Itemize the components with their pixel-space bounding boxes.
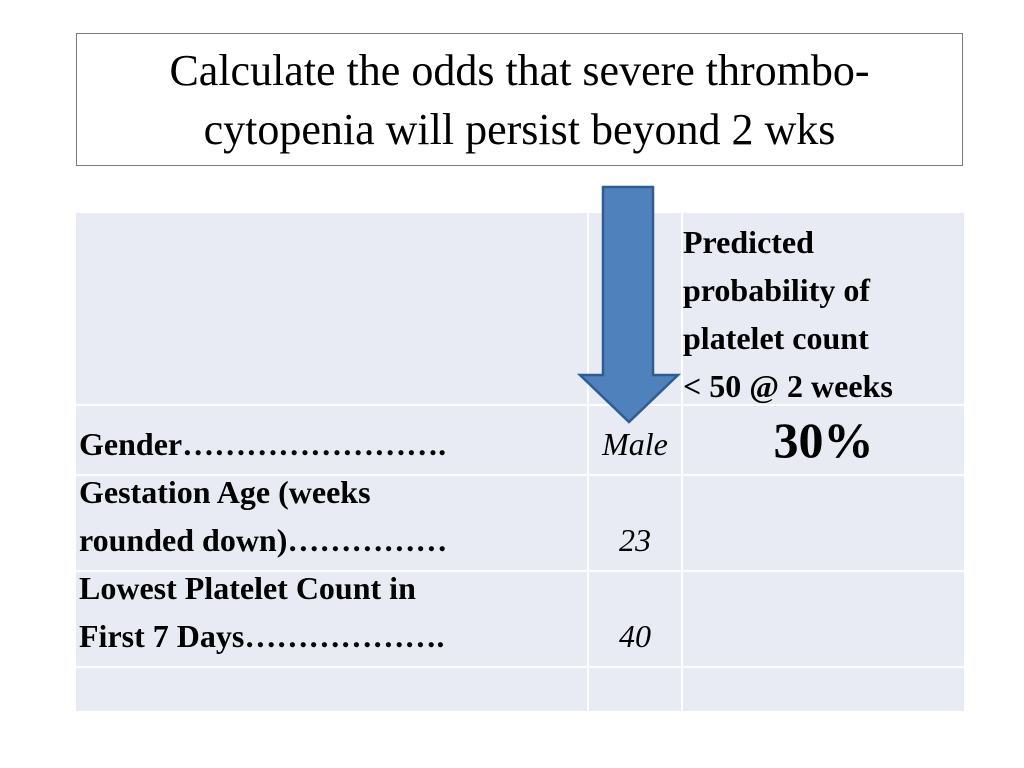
calculator-table: Predicted probability of platelet count … bbox=[76, 213, 964, 711]
gestation-age-label-line-1: Gestation Age (weeks bbox=[79, 474, 371, 510]
lowest-platelet-count-label-line-2: First 7 Days………………. bbox=[79, 618, 445, 654]
header-line-2: probability of bbox=[683, 272, 870, 308]
lowest-platelet-count-label: Lowest Platelet Count in First 7 Days………… bbox=[79, 564, 444, 660]
predicted-probability-value: 30% bbox=[773, 412, 874, 468]
table-empty-cell bbox=[589, 668, 681, 711]
title-line-1: Calculate the odds that severe thrombo- bbox=[169, 45, 870, 95]
table-empty-cell bbox=[683, 668, 964, 711]
table-empty-cell bbox=[683, 572, 964, 666]
gender-label: Gender……………………. bbox=[79, 420, 446, 468]
table-header-empty-cell bbox=[76, 213, 587, 404]
result-cell: 30% bbox=[683, 406, 964, 474]
down-arrow-icon bbox=[576, 185, 682, 424]
header-line-4: < 50 @ 2 weeks bbox=[683, 368, 893, 404]
table-empty-cell bbox=[683, 476, 964, 570]
gender-label-line-1: Gender……………………. bbox=[79, 426, 447, 462]
header-line-1: Predicted bbox=[683, 224, 814, 260]
table-row-label-cell: Gestation Age (weeks rounded down)…………… bbox=[76, 474, 587, 570]
table-empty-cell bbox=[76, 668, 587, 711]
predicted-probability-header: Predicted probability of platelet count … bbox=[683, 213, 964, 404]
table-row-value-cell: 23 bbox=[589, 476, 681, 570]
slide-title: Calculate the odds that severe thrombo- … bbox=[76, 33, 963, 166]
header-line-3: platelet count bbox=[683, 320, 869, 356]
gestation-age-label-line-2: rounded down)…………… bbox=[79, 522, 448, 558]
gestation-age-value: 23 bbox=[619, 522, 651, 558]
table-row-value-cell: 40 bbox=[589, 572, 681, 666]
table-row-label-cell: Gender……………………. bbox=[76, 406, 587, 474]
table-row-label-cell: Lowest Platelet Count in First 7 Days………… bbox=[76, 570, 587, 666]
gestation-age-label: Gestation Age (weeks rounded down)…………… bbox=[79, 468, 447, 564]
title-line-2: cytopenia will persist beyond 2 wks bbox=[203, 104, 836, 154]
header-text: Predicted probability of platelet count … bbox=[683, 218, 893, 410]
gender-value: Male bbox=[602, 426, 668, 462]
lowest-platelet-count-value: 40 bbox=[619, 618, 651, 654]
lowest-platelet-count-label-line-1: Lowest Platelet Count in bbox=[79, 570, 416, 606]
